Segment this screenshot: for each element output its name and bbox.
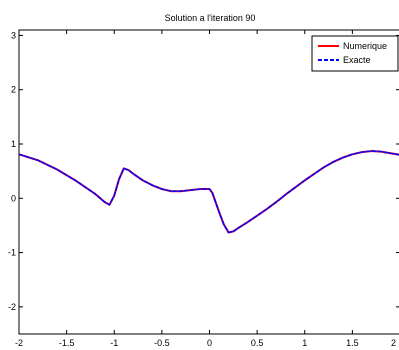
x-tick-label: -1.5 xyxy=(59,338,75,348)
x-tick-label: 2 xyxy=(391,338,396,348)
legend: Numerique Exacte xyxy=(311,35,399,72)
series-line-exacte xyxy=(19,150,399,234)
y-tick-label: 0 xyxy=(11,193,16,203)
x-tick-label: -2 xyxy=(15,338,23,348)
x-tick-label: 1 xyxy=(302,338,307,348)
x-tick-label: 1.5 xyxy=(346,338,359,348)
x-axis: -2 -1.5 -1 -0.5 0 0.5 1 1.5 2 xyxy=(15,30,396,348)
legend-box xyxy=(311,35,399,72)
x-tick-label: -1 xyxy=(110,338,118,348)
y-tick-label: -2 xyxy=(8,302,16,312)
y-tick-label: -1 xyxy=(8,248,16,258)
y-tick-label: 1 xyxy=(11,139,16,149)
x-tick-label: -0.5 xyxy=(154,338,170,348)
y-tick-label: 3 xyxy=(11,30,16,40)
x-tick-label: 0 xyxy=(207,338,212,348)
y-tick-label: 2 xyxy=(11,85,16,95)
y-axis: -2 -1 0 1 2 3 xyxy=(8,30,399,312)
legend-label-numerique: Numerique xyxy=(343,41,387,51)
x-tick-label: 0.5 xyxy=(251,338,264,348)
chart-title: Solution a l'iteration 90 xyxy=(165,13,256,23)
series-layer xyxy=(19,150,399,234)
plot-area xyxy=(18,29,399,335)
legend-label-exacte: Exacte xyxy=(343,55,371,65)
